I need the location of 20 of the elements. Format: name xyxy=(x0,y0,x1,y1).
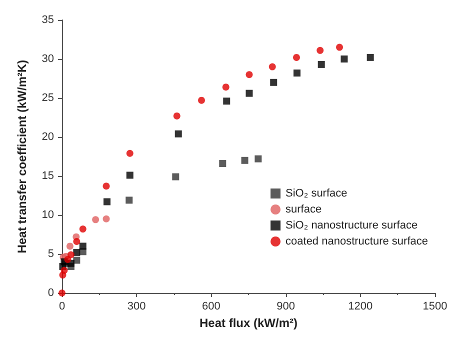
y-tick-label: 35 xyxy=(42,14,54,26)
y-tick-label: 25 xyxy=(42,92,54,104)
y-tick-label: 10 xyxy=(42,209,54,221)
y-tick-label: 15 xyxy=(42,170,54,182)
legend-label: SiO₂ nanostructure surface xyxy=(286,220,418,232)
legend-label: surface xyxy=(286,204,322,216)
x-axis-title: Heat flux (kW/m²) xyxy=(199,316,298,330)
y-tick-label: 30 xyxy=(42,53,54,65)
x-tick-label: 0 xyxy=(58,300,66,312)
y-axis-title: Heat transfer coefficient (kW/m²K) xyxy=(15,60,29,254)
x-tick-label: 900 xyxy=(276,300,295,312)
y-tick-label: 20 xyxy=(42,131,54,143)
x-tick-label: 1200 xyxy=(348,300,373,312)
x-tick-label: 600 xyxy=(202,300,220,312)
y-tick-label: 0 xyxy=(48,287,54,299)
y-tick-label: 5 xyxy=(48,248,54,260)
x-tick-label: 1500 xyxy=(422,300,448,312)
legend-label: SiO₂ surface xyxy=(286,188,348,200)
x-tick-label: 300 xyxy=(127,300,146,312)
legend-label: coated nanostructure surface xyxy=(286,236,428,248)
